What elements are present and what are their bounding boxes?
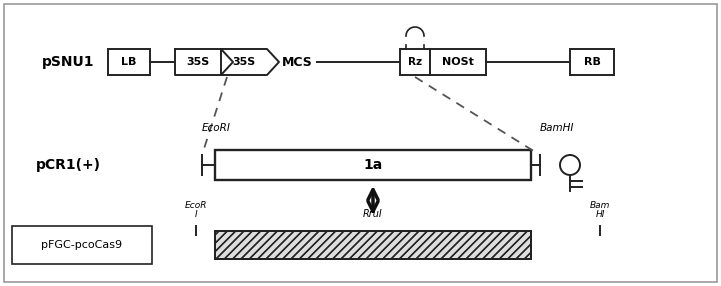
Polygon shape xyxy=(175,49,233,75)
Bar xyxy=(215,231,531,259)
Text: RB: RB xyxy=(583,57,601,67)
Text: pSNU1: pSNU1 xyxy=(42,55,94,69)
Bar xyxy=(108,49,150,75)
Text: MCS: MCS xyxy=(282,55,312,69)
Text: EcoR
I: EcoR I xyxy=(185,201,207,219)
Text: BamHI: BamHI xyxy=(540,123,575,133)
Text: 35S: 35S xyxy=(186,57,210,67)
Text: Bam
HI: Bam HI xyxy=(590,201,610,219)
Bar xyxy=(570,49,614,75)
Bar xyxy=(215,150,531,180)
Text: Rz: Rz xyxy=(408,57,422,67)
Bar xyxy=(12,226,152,264)
Text: 1a: 1a xyxy=(363,158,383,172)
Text: pCR1(+): pCR1(+) xyxy=(35,158,100,172)
Text: 35S: 35S xyxy=(232,57,256,67)
Bar xyxy=(400,49,430,75)
Polygon shape xyxy=(221,49,279,75)
Text: LB: LB xyxy=(121,57,137,67)
Text: RruI: RruI xyxy=(363,209,383,219)
Bar xyxy=(215,231,531,259)
Text: NOSt: NOSt xyxy=(442,57,474,67)
Bar xyxy=(430,49,486,75)
Text: EcoRI: EcoRI xyxy=(202,123,231,133)
Text: pFGC-pcoCas9: pFGC-pcoCas9 xyxy=(41,240,123,250)
